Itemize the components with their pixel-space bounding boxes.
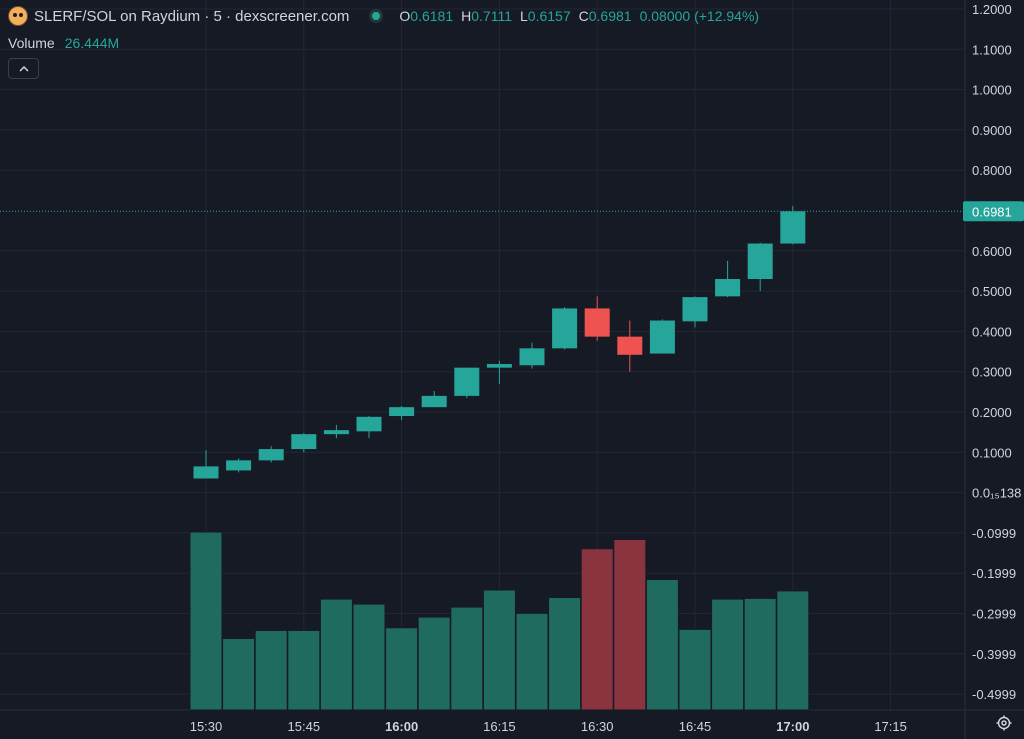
y-axis[interactable]: 1.2000 1.1000 1.0000 0.9000 0.8000 0.6000 0.50… — [972, 2, 1021, 702]
price-change: 0.08000 (+12.94%) — [639, 8, 760, 24]
open-value: 0.6181 — [410, 8, 454, 24]
volume-bar — [319, 598, 353, 711]
y-tick-label: 0.8000 — [972, 163, 1012, 178]
x-tick-label: 16:45 — [679, 719, 712, 734]
gear-icon[interactable] — [996, 715, 1012, 731]
volume-bar — [711, 598, 745, 711]
candle-body — [617, 336, 643, 355]
candle-body — [682, 297, 708, 322]
y-tick-label: 0.3000 — [972, 365, 1012, 380]
volume-bar — [776, 590, 810, 711]
y-tick-label: -0.1999 — [972, 566, 1016, 581]
chevron-up-icon — [18, 65, 29, 72]
candle-body — [226, 460, 252, 471]
candle-body — [584, 308, 610, 337]
candle-body — [193, 466, 219, 479]
y-tick-label: -0.4999 — [972, 687, 1016, 702]
x-tick-label: 16:15 — [483, 719, 516, 734]
x-axis[interactable]: 15:30 15:45 16:00 16:15 16:30 16:45 17:00 17:15 — [190, 719, 907, 734]
y-tick-label: 1.1000 — [972, 42, 1012, 57]
volume-bar — [254, 629, 288, 711]
candle-body — [552, 308, 578, 349]
low-value: 0.6157 — [527, 8, 571, 24]
volume-legend: Volume 26.444M — [8, 35, 119, 51]
chart-title: SLERF/SOL on Raydium · 5 · dexscreener.c… — [34, 7, 350, 25]
candle-body — [323, 430, 349, 435]
close-key: C — [578, 8, 589, 24]
y-tick-label: 0.4000 — [972, 324, 1012, 339]
candle-body — [649, 320, 675, 354]
volume-bar — [482, 589, 516, 711]
current-price-label-background — [963, 201, 1024, 222]
candle-body — [780, 211, 806, 244]
volume-bar — [222, 637, 256, 711]
volume-bar — [417, 616, 451, 711]
y-tick-label: 1.2000 — [972, 2, 1012, 17]
candle-body — [291, 434, 317, 450]
y-tick-label: -0.2999 — [972, 607, 1016, 622]
y-tick-label: -0.3999 — [972, 647, 1016, 662]
volume-bar — [678, 628, 712, 711]
x-tick-label: 15:45 — [288, 719, 321, 734]
candle-body — [258, 449, 284, 461]
y-tick-label: 0.9000 — [972, 123, 1012, 138]
high-value: 0.7111 — [471, 8, 512, 24]
high-key: H — [461, 8, 472, 24]
volume-bar — [515, 612, 549, 711]
candle-body — [715, 279, 741, 297]
candle-body — [454, 367, 480, 396]
x-tick-label: 16:30 — [581, 719, 614, 734]
y-tick-label: 0.1000 — [972, 445, 1012, 460]
y-tick-label: 0.0₁₅138 — [972, 486, 1021, 501]
volume-bar — [385, 627, 419, 711]
volume-bar — [450, 606, 484, 711]
x-tick-label: 15:30 — [190, 719, 223, 734]
volume-bar — [548, 597, 582, 711]
volume-value: 26.444M — [64, 35, 120, 51]
y-tick-label: 0.6000 — [972, 244, 1012, 259]
collapse-legend-button[interactable] — [8, 58, 39, 79]
candle-body — [421, 395, 447, 408]
volume-bar — [743, 597, 777, 711]
volume-bar — [352, 603, 386, 711]
current-price-label: 0.6981 — [963, 201, 1024, 222]
candle-body — [486, 364, 512, 368]
volume-label: Volume — [8, 35, 55, 51]
x-tick-label: 16:00 — [385, 719, 418, 734]
close-value: 0.6981 — [588, 8, 632, 24]
x-tick-label: 17:15 — [874, 719, 907, 734]
chart-legend: SLERF/SOL on Raydium · 5 · dexscreener.c… — [8, 6, 759, 26]
candle-body — [519, 348, 545, 366]
open-key: O — [399, 8, 411, 24]
y-tick-label: 1.0000 — [972, 83, 1012, 98]
candle-body — [747, 243, 773, 280]
current-price-label-text: 0.6981 — [972, 204, 1012, 219]
y-tick-label: 0.2000 — [972, 405, 1012, 420]
y-tick-label: -0.0999 — [972, 526, 1016, 541]
volume-bar — [580, 548, 614, 711]
volume-bar — [189, 531, 223, 711]
low-key: L — [520, 8, 528, 24]
candle-body — [389, 407, 415, 417]
candlesticks — [193, 206, 806, 479]
volume-bar — [645, 579, 679, 711]
slerf-sloth-icon — [8, 6, 28, 26]
candle-body — [356, 416, 382, 432]
y-tick-label: 0.5000 — [972, 284, 1012, 299]
volume-bar — [287, 629, 321, 711]
x-tick-label: 17:00 — [776, 719, 809, 734]
volume-bar — [613, 538, 647, 711]
volume-bars — [189, 531, 810, 711]
ohlc-values: O0.6181 H0.7111 L0.6157 C0.6981 0.08000 … — [399, 8, 759, 24]
live-dot-icon — [369, 9, 384, 23]
